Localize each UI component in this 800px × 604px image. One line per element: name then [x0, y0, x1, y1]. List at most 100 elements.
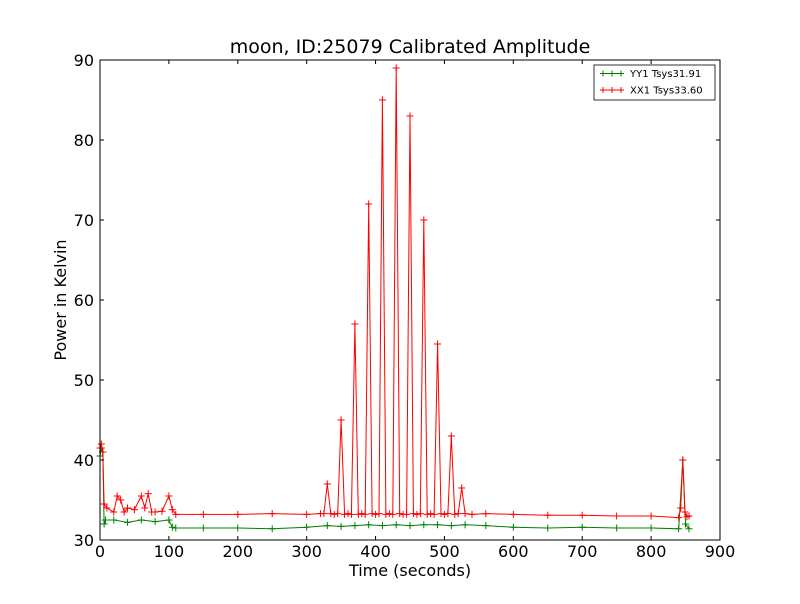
data-point	[303, 510, 311, 518]
data-point	[351, 522, 359, 530]
data-point	[234, 510, 242, 518]
data-point	[682, 520, 690, 528]
data-point	[647, 524, 655, 532]
data-point	[681, 508, 689, 516]
data-point	[420, 521, 428, 529]
x-tick-label: 500	[429, 542, 460, 561]
data-point	[168, 506, 176, 514]
data-point	[437, 510, 445, 518]
data-point	[323, 480, 331, 488]
data-point	[124, 504, 132, 512]
data-point	[103, 504, 111, 512]
data-point	[168, 523, 176, 531]
legend-marker	[609, 87, 615, 93]
data-point	[323, 522, 331, 530]
data-point	[268, 510, 276, 518]
x-tick-label: 300	[291, 542, 322, 561]
data-point	[389, 510, 397, 518]
data-point	[320, 510, 328, 518]
data-point	[378, 96, 386, 104]
data-point	[416, 510, 424, 518]
data-point	[685, 525, 693, 533]
x-tick-label: 900	[705, 542, 736, 561]
data-point	[327, 510, 335, 518]
x-axis-label: Time (seconds)	[348, 561, 471, 580]
data-point	[406, 522, 414, 530]
y-tick-label: 70	[74, 211, 94, 230]
data-point	[447, 522, 455, 530]
data-point	[430, 510, 438, 518]
data-point	[409, 510, 417, 518]
data-point	[434, 340, 442, 348]
data-point	[613, 524, 621, 532]
legend-marker	[609, 70, 615, 77]
data-point	[613, 512, 621, 520]
data-point	[403, 510, 411, 518]
data-point	[165, 492, 173, 500]
data-point	[199, 510, 207, 518]
data-point	[117, 496, 125, 504]
data-point	[378, 522, 386, 530]
data-point	[382, 510, 390, 518]
data-point	[447, 432, 455, 440]
x-tick-label: 700	[567, 542, 598, 561]
ticks-layer: 0 100 200 300 400 500 600 700 800 900 30 40 50 60 70 80…	[74, 51, 736, 561]
data-point	[451, 510, 459, 518]
data-point	[679, 456, 687, 464]
data-point	[420, 216, 428, 224]
legend-marker	[618, 70, 624, 77]
chart-title: moon, ID:25079 Calibrated Amplitude	[230, 36, 591, 58]
data-point	[685, 512, 693, 520]
data-point	[544, 511, 552, 519]
data-point	[647, 512, 655, 520]
data-point	[172, 510, 180, 518]
data-point	[677, 504, 685, 512]
data-point	[675, 525, 683, 533]
legend: YY1 Tsys31.91 XX1 Tsys33.60	[593, 64, 716, 101]
data-point	[144, 490, 152, 498]
data-point	[454, 510, 462, 518]
y-tick-label: 90	[74, 51, 94, 70]
data-point	[440, 510, 448, 518]
data-point	[130, 506, 138, 514]
series-layer	[96, 64, 693, 533]
data-point	[151, 508, 159, 516]
x-tick-label: 800	[636, 542, 667, 561]
legend-marker	[600, 87, 606, 93]
x-tick-label: 400	[360, 542, 391, 561]
data-point	[468, 510, 476, 518]
data-point	[344, 510, 352, 518]
x-tick-label: 600	[498, 542, 529, 561]
data-point	[365, 200, 373, 208]
data-point	[413, 510, 421, 518]
data-point	[482, 522, 490, 530]
data-point	[392, 64, 400, 72]
data-point	[434, 521, 442, 529]
data-point	[427, 510, 435, 518]
y-tick-label: 30	[74, 531, 94, 550]
data-point	[578, 523, 586, 531]
data-point	[392, 521, 400, 529]
data-point	[199, 524, 207, 532]
data-point	[458, 484, 466, 492]
data-point	[110, 508, 118, 516]
data-point	[375, 510, 383, 518]
data-point	[97, 440, 105, 448]
data-point	[358, 510, 366, 518]
data-point	[351, 320, 359, 328]
data-point	[368, 510, 376, 518]
y-tick-label: 50	[74, 371, 94, 390]
data-point	[100, 520, 108, 528]
data-point	[268, 525, 276, 533]
data-point	[354, 510, 362, 518]
data-point	[544, 524, 552, 532]
data-point	[120, 508, 128, 516]
data-point	[100, 500, 108, 508]
data-point	[137, 492, 145, 500]
data-point	[172, 524, 180, 532]
y-tick-label: 80	[74, 131, 94, 150]
data-point	[406, 112, 414, 120]
data-point	[423, 510, 431, 518]
data-point	[137, 516, 145, 524]
